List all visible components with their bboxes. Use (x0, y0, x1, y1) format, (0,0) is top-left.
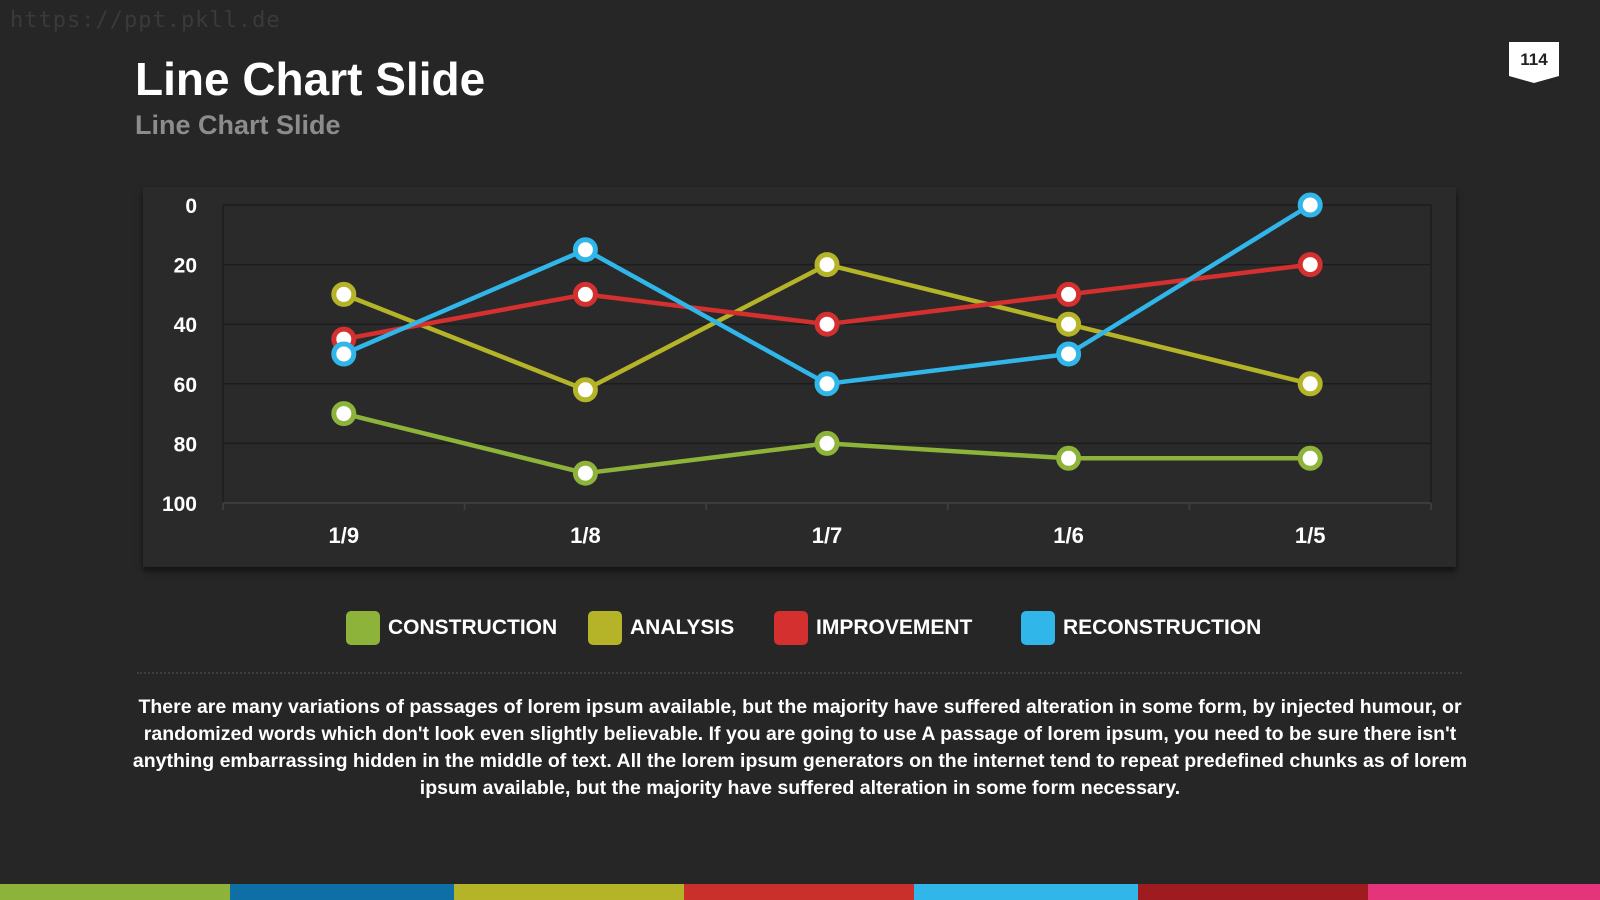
data-point-reconstruction (572, 237, 598, 263)
legend-swatch (1021, 611, 1055, 645)
data-point-construction (814, 430, 840, 456)
y-tick-label: 100 (162, 493, 197, 516)
data-point-reconstruction (1056, 341, 1082, 367)
data-point-construction (572, 460, 598, 486)
x-tick-label: 1/5 (1295, 523, 1326, 548)
data-point-improvement (814, 311, 840, 337)
badge-shape (1509, 42, 1559, 83)
data-point-improvement (1056, 281, 1082, 307)
data-point-reconstruction (331, 341, 357, 367)
page-number-badge: 114 (1509, 42, 1559, 84)
data-point-construction (331, 401, 357, 427)
data-point-analysis (572, 377, 598, 403)
color-bar-segment (1368, 884, 1600, 900)
legend-swatch (588, 611, 622, 645)
bottom-color-bar (0, 884, 1600, 900)
data-point-improvement (572, 281, 598, 307)
divider (137, 672, 1462, 674)
legend-item-improvement: IMPROVEMENT (774, 610, 972, 646)
legend-label: CONSTRUCTION (388, 616, 558, 639)
body-paragraph: There are many variations of passages of… (132, 696, 1468, 799)
legend-label: ANALYSIS (630, 616, 735, 639)
y-tick-label: 60 (174, 374, 197, 397)
legend-item-construction: CONSTRUCTION (346, 610, 557, 646)
y-tick-label: 20 (174, 255, 197, 278)
color-bar-segment (1138, 884, 1368, 900)
data-point-construction (1297, 445, 1323, 471)
legend-label: RECONSTRUCTION (1063, 616, 1262, 639)
y-tick-label: 0 (185, 195, 197, 218)
slide-subtitle: Line Chart Slide (135, 110, 341, 140)
data-point-analysis (1297, 371, 1323, 397)
data-point-reconstruction (814, 371, 840, 397)
x-tick-label: 1/7 (812, 523, 843, 548)
watermark: https://ppt.pkll.de (10, 8, 281, 33)
color-bar-segment (230, 884, 454, 900)
legend-item-analysis: ANALYSIS (588, 610, 734, 646)
chart-panel: 0 20 40 60 80 100 1/9 1/8 1/7 1/6 1/5 (143, 187, 1456, 567)
chart-legend: CONSTRUCTION ANALYSIS IMPROVEMENT RECONSTRU… (0, 610, 1600, 650)
data-point-reconstruction (1297, 192, 1323, 218)
y-tick-label: 80 (174, 433, 197, 456)
line-chart: 0 20 40 60 80 100 1/9 1/8 1/7 1/6 1/5 (162, 192, 1432, 548)
color-bar-segment (914, 884, 1138, 900)
legend-item-reconstruction: RECONSTRUCTION (1021, 610, 1261, 646)
data-point-improvement (1297, 252, 1323, 278)
legend-swatch (774, 611, 808, 645)
page-number: 114 (1520, 50, 1548, 69)
color-bar-segment (0, 884, 230, 900)
color-bar-segment (684, 884, 914, 900)
data-point-analysis (331, 281, 357, 307)
color-bar-segment (454, 884, 684, 900)
data-point-analysis (1056, 311, 1082, 337)
data-point-construction (1056, 445, 1082, 471)
legend-swatch (346, 611, 380, 645)
x-tick-label: 1/6 (1053, 523, 1084, 548)
x-tick-label: 1/8 (570, 523, 601, 548)
x-tick-label: 1/9 (329, 523, 360, 548)
series-line-reconstruction (342, 203, 1312, 387)
data-point-analysis (814, 252, 840, 278)
y-tick-label: 40 (174, 314, 197, 337)
legend-label: IMPROVEMENT (816, 616, 973, 639)
slide-title: Line Chart Slide (135, 53, 486, 105)
